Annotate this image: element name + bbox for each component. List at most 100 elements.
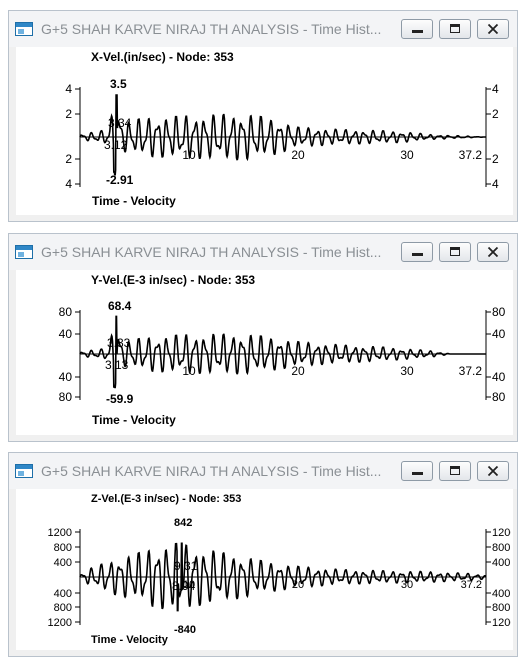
y-tick-label-right: 4 xyxy=(492,177,499,191)
window-title: G+5 SHAH KARVE NIRAJ TH ANALYSIS - Time … xyxy=(41,463,382,479)
x-tick-label: 20 xyxy=(291,364,305,378)
minimize-button[interactable] xyxy=(401,461,433,481)
y-tick-label-right: 800 xyxy=(492,602,510,614)
y-ticks-right: 1200 800 400 400 800 1200 xyxy=(486,527,511,629)
window-titlebar[interactable]: G+5 SHAH KARVE NIRAJ TH ANALYSIS - Time … xyxy=(9,11,517,47)
y-ticks-left: 80 40 40 80 xyxy=(59,305,80,404)
y-tick-label: 80 xyxy=(59,305,73,319)
plot-area: X-Vel.(in/sec) - Node: 353 4 2 2 4 4 2 2… xyxy=(16,47,513,215)
time-history-plot: Y-Vel.(E-3 in/sec) - Node: 353 80 40 40 … xyxy=(59,273,506,427)
x-tick-label: 10 xyxy=(182,148,196,162)
max-value-label: 842 xyxy=(174,517,192,529)
x-end-label: 37.2 xyxy=(461,579,482,591)
app-window-icon[interactable] xyxy=(15,245,33,259)
x-ticks: 10 20 30 37.2 xyxy=(183,579,482,591)
min-time-label: 3.13 xyxy=(105,358,129,372)
velocity-series-line xyxy=(79,94,486,176)
app-window-icon[interactable] xyxy=(15,464,33,478)
max-time-label: 3.34 xyxy=(108,116,132,130)
maximize-button[interactable] xyxy=(439,242,471,262)
minimize-icon xyxy=(412,30,423,33)
y-tick-label-right: 40 xyxy=(492,370,506,384)
y-tick-label: 400 xyxy=(54,557,72,569)
close-button[interactable] xyxy=(477,19,509,39)
maximize-icon xyxy=(450,466,460,475)
y-tick-label: 4 xyxy=(65,82,72,96)
y-tick-label: 400 xyxy=(54,588,72,600)
max-value-label: 68.4 xyxy=(108,299,132,313)
time-history-window-y[interactable]: G+5 SHAH KARVE NIRAJ TH ANALYSIS - Time … xyxy=(8,233,518,442)
y-tick-label: 2 xyxy=(65,107,72,121)
x-tick-label: 20 xyxy=(292,579,304,591)
time-history-plot: Z-Vel.(E-3 in/sec) - Node: 353 1200 800 … xyxy=(48,493,511,646)
y-tick-label-right: 400 xyxy=(492,588,510,600)
velocity-series-line xyxy=(79,542,487,612)
y-tick-label: 4 xyxy=(65,177,72,191)
y-tick-label-right: 80 xyxy=(492,305,506,319)
y-ticks-right: 4 2 2 4 xyxy=(486,82,499,191)
plot-footer: Time - Velocity xyxy=(92,194,176,208)
x-ticks: 10 20 30 37.2 xyxy=(182,148,482,162)
y-tick-label-right: 1200 xyxy=(492,527,511,539)
plot-footer: Time - Velocity xyxy=(91,634,169,646)
x-tick-label: 10 xyxy=(182,364,196,378)
close-button[interactable] xyxy=(477,461,509,481)
y-tick-label: 40 xyxy=(59,370,73,384)
y-tick-label: 40 xyxy=(59,327,73,341)
minimize-button[interactable] xyxy=(401,19,433,39)
x-end-label: 37.2 xyxy=(459,148,483,162)
y-tick-label-right: 400 xyxy=(492,557,510,569)
y-tick-label-right: 4 xyxy=(492,82,499,96)
close-icon xyxy=(487,465,499,477)
window-title: G+5 SHAH KARVE NIRAJ TH ANALYSIS - Time … xyxy=(41,21,382,37)
min-value-label: -59.9 xyxy=(106,392,134,406)
y-tick-label: 800 xyxy=(54,542,72,554)
velocity-series-line xyxy=(79,315,486,389)
y-tick-label-right: 1200 xyxy=(492,617,511,629)
max-value-label: 3.5 xyxy=(110,77,127,91)
window-titlebar[interactable]: G+5 SHAH KARVE NIRAJ TH ANALYSIS - Time … xyxy=(9,453,517,489)
plot-area: Y-Vel.(E-3 in/sec) - Node: 353 80 40 40 … xyxy=(16,270,513,435)
min-time-label: 3.12 xyxy=(104,138,128,152)
max-time-label: 9.31 xyxy=(174,559,198,573)
plot-title: Z-Vel.(E-3 in/sec) - Node: 353 xyxy=(91,493,241,505)
y-ticks-right: 80 40 40 80 xyxy=(486,305,506,404)
time-history-window-x[interactable]: G+5 SHAH KARVE NIRAJ TH ANALYSIS - Time … xyxy=(8,10,518,222)
x-end-label: 37.2 xyxy=(459,364,483,378)
maximize-button[interactable] xyxy=(439,461,471,481)
plot-title: Y-Vel.(E-3 in/sec) - Node: 353 xyxy=(91,273,255,287)
y-tick-label: 800 xyxy=(54,602,72,614)
x-tick-label: 30 xyxy=(400,364,414,378)
plot-area: Z-Vel.(E-3 in/sec) - Node: 353 1200 800 … xyxy=(16,489,513,650)
time-history-window-z[interactable]: G+5 SHAH KARVE NIRAJ TH ANALYSIS - Time … xyxy=(8,452,518,657)
max-time-label: 3.33 xyxy=(107,336,131,350)
y-tick-label-right: 2 xyxy=(492,152,499,166)
minimize-button[interactable] xyxy=(401,242,433,262)
close-icon xyxy=(487,23,499,35)
minimize-icon xyxy=(412,472,423,475)
x-ticks: 10 20 30 37.2 xyxy=(182,364,482,378)
window-title: G+5 SHAH KARVE NIRAJ TH ANALYSIS - Time … xyxy=(41,244,382,260)
x-tick-label: 20 xyxy=(291,148,305,162)
time-history-plot: X-Vel.(in/sec) - Node: 353 4 2 2 4 4 2 2… xyxy=(65,50,499,208)
x-tick-label: 30 xyxy=(401,579,413,591)
y-tick-label-right: 2 xyxy=(492,107,499,121)
y-ticks-left: 1200 800 400 400 800 1200 xyxy=(48,527,80,629)
y-tick-label: 1200 xyxy=(48,617,72,629)
min-time-label: 8.94 xyxy=(172,579,196,593)
close-icon xyxy=(487,246,499,258)
maximize-icon xyxy=(450,247,460,256)
close-button[interactable] xyxy=(477,242,509,262)
min-value-label: -2.91 xyxy=(106,173,134,187)
x-tick-label: 30 xyxy=(400,148,414,162)
y-ticks-left: 4 2 2 4 xyxy=(65,82,80,191)
window-titlebar[interactable]: G+5 SHAH KARVE NIRAJ TH ANALYSIS - Time … xyxy=(9,234,517,270)
y-tick-label: 2 xyxy=(65,152,72,166)
plot-title: X-Vel.(in/sec) - Node: 353 xyxy=(91,50,234,64)
x-tick-label: 10 xyxy=(183,579,195,591)
maximize-button[interactable] xyxy=(439,19,471,39)
y-tick-label-right: 80 xyxy=(492,390,506,404)
min-value-label: -840 xyxy=(174,624,196,636)
app-window-icon[interactable] xyxy=(15,22,33,36)
maximize-icon xyxy=(450,24,460,33)
